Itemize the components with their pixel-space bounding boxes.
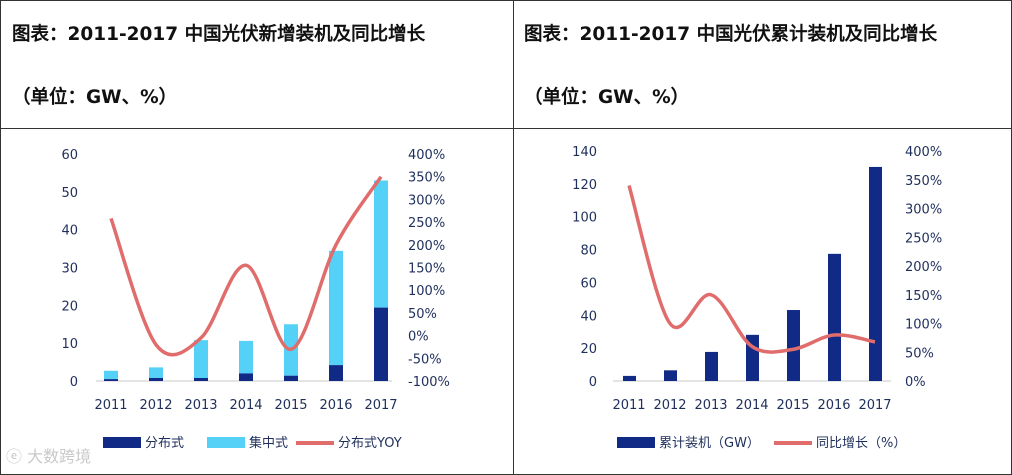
y2-tick-label: 300%: [905, 203, 942, 218]
bar-分布式: [239, 373, 253, 381]
legend-label: 集中式: [249, 435, 288, 451]
right-chart-title: 图表：2011-2017 中国光伏累计装机及同比增长: [524, 24, 938, 45]
bar-集中式: [194, 340, 208, 378]
bar-集中式: [104, 370, 118, 380]
x-tick-label: 2017: [364, 398, 397, 413]
right-chart-unit: （单位：GW、%）: [524, 87, 690, 108]
y2-tick-label: 400%: [905, 145, 942, 160]
legend-swatch-集中式: [207, 437, 245, 448]
y2-tick-label: 300%: [408, 193, 445, 208]
y-tick-label: 140: [572, 145, 597, 160]
y2-tick-label: 50%: [408, 307, 437, 322]
y-tick-label: 60: [580, 276, 597, 291]
left-chart: 60 50 40 30 20 10 0 400% 350% 300% 250% 200% 150% 100…: [61, 148, 450, 451]
legend-label: 累计装机（GW）: [659, 436, 760, 451]
y-tick-label: 50: [61, 186, 78, 201]
legend-label: 分布式YOY: [338, 436, 402, 451]
x-tick-label: 2015: [274, 398, 307, 413]
y-tick-label: 20: [580, 342, 597, 357]
y2-tick-label: 100%: [408, 284, 445, 299]
y2-tick-label: 0%: [408, 330, 429, 345]
x-tick-label: 2014: [229, 398, 262, 413]
x-tick-label: 2011: [612, 398, 645, 413]
legend-label: 同比增长（%）: [816, 436, 906, 451]
y-tick-label: 40: [580, 309, 597, 324]
header-divider: [0, 128, 1012, 129]
y-tick-label: 10: [61, 337, 78, 352]
legend-swatch-分布式: [103, 437, 141, 448]
y-tick-label: 20: [61, 299, 78, 314]
bar-累计装机: [869, 166, 882, 381]
y2-tick-label: 350%: [905, 174, 942, 189]
bar-集中式: [374, 180, 388, 308]
bar-集中式: [239, 340, 253, 374]
watermark: ⓔ 大数跨境: [6, 447, 92, 466]
x-tick-label: 2012: [139, 398, 172, 413]
bar-累计装机: [705, 351, 718, 381]
y2-tick-label: 400%: [408, 148, 445, 163]
x-tick-label: 2015: [776, 398, 809, 413]
y-tick-label: 80: [580, 244, 597, 259]
x-tick-label: 2012: [653, 398, 686, 413]
y2-tick-label: 100%: [905, 318, 942, 333]
bar-累计装机: [664, 370, 677, 381]
y2-tick-label: 200%: [905, 260, 942, 275]
line-分布式YOY: [109, 175, 383, 357]
x-tick-label: 2017: [858, 398, 891, 413]
legend-swatch-累计装机: [617, 437, 655, 448]
right-chart: 140 120 100 80 60 40 20 0 400% 350% 300% 250% 200% 15…: [572, 145, 942, 451]
x-tick-label: 2013: [184, 398, 217, 413]
y2-tick-label: 150%: [905, 289, 942, 304]
y2-tick-label: 0%: [905, 375, 926, 390]
bar-分布式: [329, 365, 343, 381]
bar-累计装机: [828, 253, 841, 381]
x-tick-label: 2016: [817, 398, 850, 413]
x-tick-label: 2011: [94, 398, 127, 413]
y2-tick-label: 250%: [408, 216, 445, 231]
left-chart-title: 图表：2011-2017 中国光伏新增装机及同比增长: [12, 24, 426, 45]
x-tick-label: 2016: [319, 398, 352, 413]
panel-divider: [513, 0, 514, 475]
bar-集中式: [329, 250, 343, 366]
y2-tick-label: 200%: [408, 239, 445, 254]
y2-tick-label: 250%: [905, 231, 942, 246]
y-tick-label: 40: [61, 224, 78, 239]
y2-tick-label: 350%: [408, 171, 445, 186]
y2-tick-label: 150%: [408, 262, 445, 277]
x-tick-label: 2013: [694, 398, 727, 413]
y2-tick-label: 50%: [905, 346, 934, 361]
y-tick-label: 100: [572, 211, 597, 226]
watermark-logo-icon: ⓔ: [6, 447, 23, 466]
bar-分布式: [104, 379, 118, 381]
legend-label: 分布式: [145, 436, 184, 451]
bar-累计装机: [787, 310, 800, 381]
x-tick-label: 2014: [735, 398, 768, 413]
bar-分布式: [194, 377, 208, 381]
bar-累计装机: [623, 375, 636, 381]
bar-集中式: [149, 367, 163, 378]
y-tick-label: 0: [589, 375, 597, 390]
y2-tick-label: -50%: [408, 352, 442, 367]
bar-分布式: [374, 307, 388, 381]
y-tick-label: 60: [61, 148, 78, 163]
y2-tick-label: -100%: [408, 375, 450, 390]
line-同比增长: [627, 185, 876, 354]
bar-分布式: [149, 377, 163, 381]
y-tick-label: 120: [572, 178, 597, 193]
bar-分布式: [284, 375, 298, 381]
left-chart-unit: （单位：GW、%）: [12, 87, 178, 108]
y-tick-label: 0: [70, 375, 78, 390]
y-tick-label: 30: [61, 262, 78, 277]
